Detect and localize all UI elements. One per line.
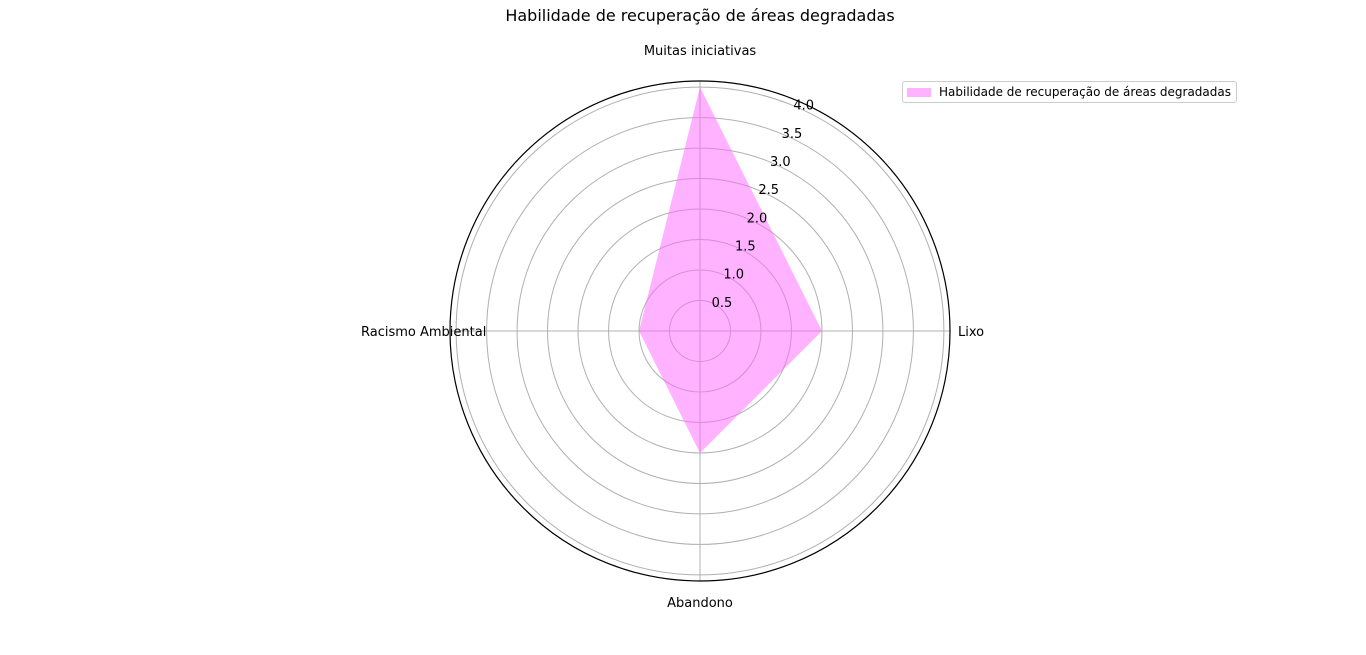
r-tick-label-4: 2.5: [758, 183, 779, 198]
r-tick-label-2: 1.5: [735, 239, 756, 254]
category-label-1: Muitas iniciativas: [644, 44, 757, 59]
r-tick-label-1: 1.0: [723, 268, 744, 283]
r-tick-label-0: 0.5: [712, 296, 733, 311]
chart-title: Habilidade de recuperação de áreas degra…: [505, 6, 895, 25]
category-label-2: Racismo Ambiental: [361, 325, 486, 340]
r-tick-label-3: 2.0: [747, 211, 768, 226]
category-label-0: Lixo: [958, 325, 984, 340]
polar-frame: [449, 80, 951, 582]
r-tick-label-7: 4.0: [793, 99, 814, 114]
r-tick-label-6: 3.5: [782, 127, 803, 142]
legend-swatch: [907, 87, 931, 97]
legend-label: Habilidade de recuperação de áreas degra…: [939, 85, 1231, 99]
r-tick-label-5: 3.0: [770, 155, 791, 170]
series-area-0: [639, 87, 822, 453]
legend: Habilidade de recuperação de áreas degra…: [902, 81, 1237, 103]
category-label-3: Abandono: [667, 596, 733, 611]
